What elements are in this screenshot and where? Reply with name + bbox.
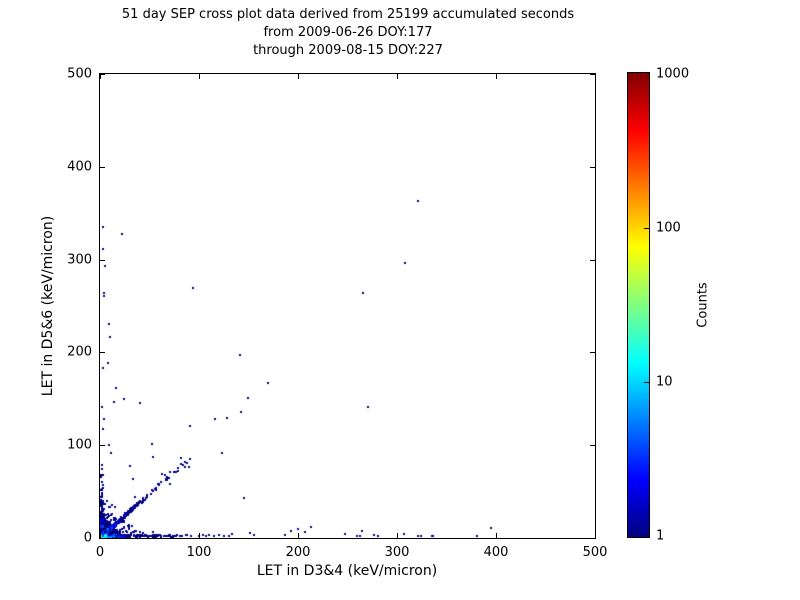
- colorbar-tick-mark: [644, 382, 649, 383]
- y-tick-mark-right: [590, 445, 595, 446]
- x-tick-mark-top: [397, 74, 398, 79]
- x-tick-mark-top: [199, 74, 200, 79]
- x-tick-label: 100: [186, 545, 212, 560]
- y-tick-label: 200: [67, 344, 92, 360]
- y-tick-mark-right: [590, 167, 595, 168]
- colorbar: [627, 72, 650, 538]
- chart-title-line-2: from 2009-06-26 DOY:177: [263, 25, 433, 40]
- y-tick-label: 0: [83, 530, 92, 546]
- y-tick-label: 300: [67, 252, 92, 268]
- colorbar-tick-label: 1: [656, 528, 665, 544]
- y-tick-mark: [100, 445, 105, 446]
- x-axis-label: LET in D3&4 (keV/micron): [256, 563, 438, 579]
- x-tick-label: 0: [95, 545, 105, 560]
- x-tick-label: 500: [582, 545, 608, 560]
- y-axis-label: LET in D5&6 (keV/micron): [40, 215, 56, 397]
- y-tick-mark: [100, 167, 105, 168]
- x-tick-mark-top: [298, 74, 299, 79]
- colorbar-tick-label: 1000: [656, 66, 690, 82]
- y-tick-mark: [100, 74, 105, 75]
- x-tick-mark: [496, 533, 497, 538]
- y-tick-mark-right: [590, 352, 595, 353]
- y-tick-mark: [100, 352, 105, 353]
- y-tick-mark-right: [590, 538, 595, 539]
- x-tick-label: 400: [483, 545, 509, 560]
- chart-title-line-1: 51 day SEP cross plot data derived from …: [121, 7, 575, 22]
- x-tick-mark: [298, 533, 299, 538]
- y-tick-mark: [100, 260, 105, 261]
- y-tick-mark-right: [590, 260, 595, 261]
- x-tick-mark: [199, 533, 200, 538]
- colorbar-tick-mark: [644, 228, 649, 229]
- colorbar-label: Counts: [695, 282, 711, 328]
- plot-area: [99, 73, 596, 539]
- y-tick-label: 500: [67, 66, 92, 82]
- y-tick-mark-right: [590, 74, 595, 75]
- chart-title-line-3: through 2009-08-15 DOY:227: [253, 43, 443, 58]
- x-tick-mark-top: [100, 74, 101, 79]
- x-tick-mark: [397, 533, 398, 538]
- colorbar-tick-label: 10: [656, 374, 673, 390]
- y-tick-label: 100: [67, 437, 92, 453]
- scatter-canvas: [100, 74, 595, 538]
- x-tick-label: 200: [285, 545, 311, 560]
- x-tick-mark: [100, 533, 101, 538]
- x-tick-mark-top: [496, 74, 497, 79]
- y-tick-mark: [100, 538, 105, 539]
- chart-title: 51 day SEP cross plot data derived from …: [99, 6, 597, 60]
- x-tick-label: 300: [384, 545, 410, 560]
- colorbar-tick-label: 100: [656, 220, 681, 236]
- y-tick-label: 400: [67, 159, 92, 175]
- x-tick-mark: [595, 533, 596, 538]
- x-tick-mark-top: [595, 74, 596, 79]
